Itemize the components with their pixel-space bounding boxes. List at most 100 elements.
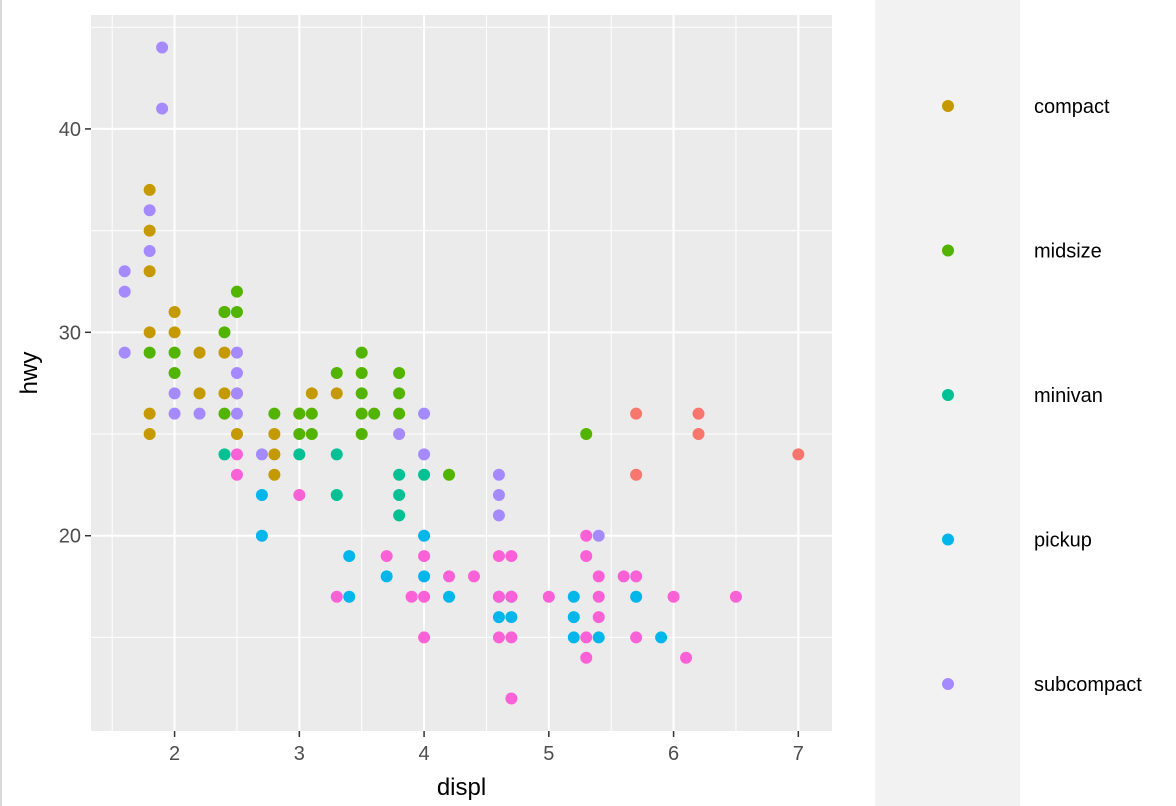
legend-label: subcompact <box>1034 674 1142 696</box>
legend: compact midsize minivan pickup subcompact <box>942 96 1142 696</box>
data-point <box>368 407 381 420</box>
legend-key <box>942 244 954 257</box>
data-point <box>567 631 580 644</box>
data-point <box>143 183 156 196</box>
data-point <box>355 367 368 379</box>
y-axis-title: hwy <box>16 352 43 395</box>
x-tick-label: 7 <box>793 743 804 765</box>
data-point <box>193 407 206 420</box>
x-tick-label: 5 <box>543 743 554 765</box>
data-point <box>443 468 456 481</box>
page-border <box>0 0 2 806</box>
data-point <box>492 550 505 563</box>
data-point <box>580 428 593 441</box>
data-point <box>380 550 393 563</box>
data-point <box>792 448 805 461</box>
data-point <box>143 204 156 217</box>
data-point <box>630 631 643 644</box>
grid-minor <box>91 15 832 731</box>
legend-label: midsize <box>1034 241 1102 263</box>
data-point <box>193 387 206 400</box>
data-point <box>393 407 406 420</box>
legend-key <box>942 389 954 401</box>
data-point <box>393 367 406 379</box>
data-point <box>330 367 343 379</box>
data-point <box>467 570 480 583</box>
data-point <box>343 550 356 563</box>
legend-label: minivan <box>1034 385 1103 407</box>
data-point <box>630 407 643 420</box>
data-point <box>592 570 605 583</box>
data-point <box>230 468 243 481</box>
data-point <box>580 651 593 664</box>
x-axis-title: displ <box>437 774 486 801</box>
data-point <box>293 448 306 461</box>
data-point <box>156 102 169 115</box>
data-point <box>255 489 268 502</box>
data-point <box>393 509 406 522</box>
data-point <box>505 631 518 644</box>
data-point <box>143 224 156 237</box>
data-point <box>218 407 231 420</box>
y-axis: 20 30 40 <box>59 119 91 548</box>
data-point <box>268 448 281 461</box>
data-point <box>580 529 593 542</box>
data-point <box>305 407 318 420</box>
data-point <box>143 428 156 441</box>
data-point <box>592 529 605 542</box>
x-tick-label: 6 <box>668 743 679 765</box>
data-point <box>230 285 243 298</box>
data-point <box>168 346 181 359</box>
data-point <box>168 407 181 420</box>
x-tick-label: 4 <box>419 743 430 765</box>
data-point <box>567 611 580 624</box>
data-points <box>118 41 805 705</box>
data-point <box>655 631 668 644</box>
data-point <box>443 570 456 583</box>
data-point <box>393 489 406 502</box>
data-point <box>330 387 343 400</box>
x-axis: 2 3 4 5 6 7 <box>169 731 804 765</box>
data-point <box>580 631 593 644</box>
data-point <box>580 550 593 563</box>
data-point <box>492 489 505 502</box>
data-point <box>343 590 356 603</box>
x-tick-label: 2 <box>169 743 180 765</box>
data-point <box>168 305 181 318</box>
data-point <box>293 489 306 502</box>
data-point <box>230 448 243 461</box>
data-point <box>592 611 605 624</box>
data-point <box>355 428 368 441</box>
data-point <box>293 407 306 420</box>
data-point <box>118 265 131 278</box>
y-tick-label: 30 <box>59 322 81 344</box>
data-point <box>230 346 243 359</box>
data-point <box>255 448 268 461</box>
data-point <box>168 387 181 400</box>
data-point <box>630 570 643 583</box>
data-point <box>230 305 243 318</box>
data-point <box>492 631 505 644</box>
data-point <box>143 244 156 257</box>
data-point <box>168 326 181 339</box>
data-point <box>230 387 243 400</box>
data-point <box>118 285 131 298</box>
y-tick-label: 40 <box>59 119 81 141</box>
data-point <box>418 448 431 461</box>
data-point <box>143 407 156 420</box>
data-point <box>255 529 268 542</box>
data-point <box>330 448 343 461</box>
data-point <box>193 346 206 359</box>
data-point <box>418 590 431 603</box>
legend-key <box>942 533 954 546</box>
legend-panel <box>875 0 1020 806</box>
data-point <box>218 326 231 339</box>
data-point <box>393 468 406 481</box>
data-point <box>418 529 431 542</box>
data-point <box>505 611 518 624</box>
data-point <box>143 265 156 278</box>
y-tick-label: 20 <box>59 526 81 548</box>
data-point <box>492 611 505 624</box>
data-point <box>230 407 243 420</box>
